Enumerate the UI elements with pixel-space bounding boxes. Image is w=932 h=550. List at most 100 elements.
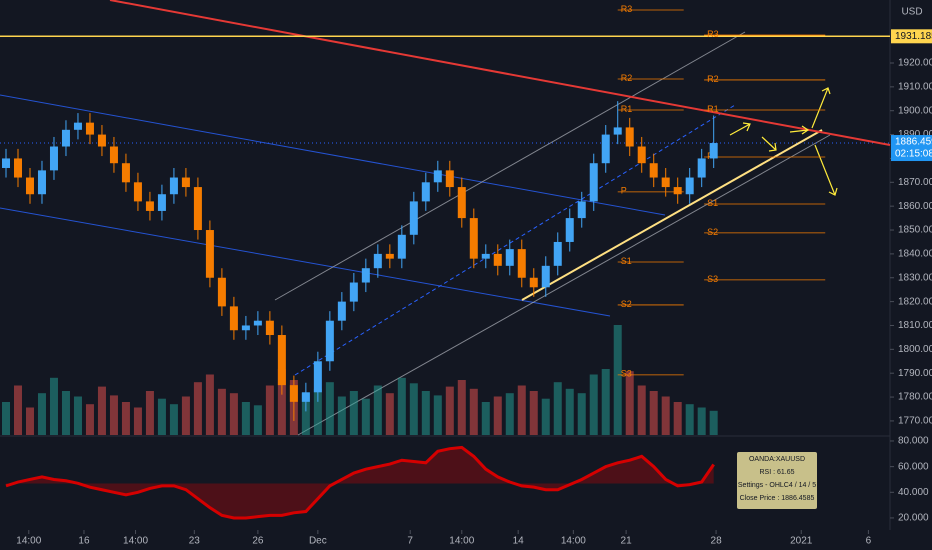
candle-body <box>157 194 166 211</box>
candle-body <box>337 301 346 321</box>
volume-bar <box>445 386 454 435</box>
volume-bar <box>193 382 202 435</box>
volume-bar <box>493 396 502 435</box>
x-tick-label: 14:00 <box>449 536 474 547</box>
volume-bar <box>349 391 358 435</box>
y-tick-label: 1770.000 <box>898 416 932 427</box>
pivot-label: P <box>621 186 627 196</box>
candle-body <box>709 143 718 159</box>
volume-bar <box>49 377 58 435</box>
volume-bar <box>265 385 274 435</box>
volume-bar <box>205 374 214 435</box>
info-text: OANDA:XAUUSD <box>749 456 805 463</box>
y-tick-label: 1840.000 <box>898 249 932 260</box>
volume-bar <box>109 395 118 435</box>
candle-body <box>301 392 310 402</box>
pivot-label: R3 <box>621 4 633 14</box>
volume-bar <box>61 391 70 435</box>
pivot-label: R1 <box>621 104 633 114</box>
volume-bar <box>301 393 310 435</box>
candle-body <box>325 320 334 362</box>
trend-line <box>109 0 891 146</box>
candle-body <box>265 320 274 336</box>
info-text: Close Price : 1886.4585 <box>740 495 815 502</box>
currency: USD <box>901 7 922 18</box>
price-label-box <box>891 135 932 162</box>
pivot-label: S1 <box>621 256 632 266</box>
pivot-label: S2 <box>707 227 718 237</box>
pivot-label: R2 <box>621 73 633 83</box>
candle-body <box>97 134 106 147</box>
candle-body <box>445 170 454 188</box>
candle-body <box>1 158 10 168</box>
y-tick-label: 1860.000 <box>898 201 932 212</box>
info-text: Settings - OHLC4 / 14 / 5 <box>738 482 816 489</box>
candle-body <box>349 282 358 302</box>
candle-body <box>649 163 658 178</box>
candle-body <box>685 177 694 195</box>
volume-bar <box>625 371 634 435</box>
candle-body <box>121 163 130 183</box>
volume-bar <box>409 383 418 435</box>
candle-body <box>289 385 298 402</box>
candle-body <box>13 158 22 178</box>
volume-bar <box>37 393 46 435</box>
candle-body <box>313 361 322 393</box>
volume-bar <box>649 391 658 435</box>
volume-bar <box>685 404 694 435</box>
x-tick-label: 14:00 <box>123 536 148 547</box>
volume-bar <box>577 393 586 435</box>
candle-body <box>109 146 118 164</box>
candle-body <box>181 177 190 188</box>
oscillator-line <box>5 445 715 520</box>
volume-bar <box>601 369 610 435</box>
candle-body <box>37 170 46 195</box>
candle-body <box>565 218 574 242</box>
volume-bar <box>421 391 430 435</box>
volume-bar <box>121 402 130 435</box>
candle-body <box>145 201 154 211</box>
info-text: RSI : 61.65 <box>759 469 794 476</box>
volume-bar <box>673 402 682 435</box>
candle-body <box>385 253 394 259</box>
candle-body <box>637 146 646 164</box>
volume-bar <box>529 391 538 435</box>
candle-body <box>73 122 82 130</box>
x-tick-label: 23 <box>189 536 201 547</box>
channel-line <box>297 134 831 436</box>
candle-body <box>169 177 178 195</box>
pivot-label: R2 <box>707 74 719 84</box>
candle-body <box>697 158 706 178</box>
pivot-label: R3 <box>707 29 719 39</box>
arrow <box>811 87 831 129</box>
pivot-label: S3 <box>621 369 632 379</box>
candle-body <box>409 201 418 235</box>
channel-midline <box>294 104 736 376</box>
candle-body <box>469 218 478 259</box>
oscillator-area <box>5 447 714 518</box>
volume-bar <box>85 404 94 435</box>
volume-bar <box>517 385 526 435</box>
y-tick-label: 1870.000 <box>898 177 932 188</box>
candle-body <box>85 122 94 135</box>
x-tick-label: 6 <box>866 536 872 547</box>
y-tick-label: 1850.000 <box>898 225 932 236</box>
x-tick-label: 28 <box>711 536 723 547</box>
volume-bar <box>13 385 22 435</box>
y-tick-label: 1800.000 <box>898 344 932 355</box>
candle-body <box>517 249 526 278</box>
trend-line <box>521 129 823 301</box>
arrow <box>761 136 777 152</box>
volume-bar <box>397 377 406 435</box>
volume-bar <box>25 407 34 435</box>
y-tick-label: 1790.000 <box>898 368 932 379</box>
volume-bar <box>277 369 286 435</box>
volume-bar <box>613 325 622 435</box>
pivot-label: S3 <box>707 274 718 284</box>
price-label: 1886.459 <box>895 137 932 148</box>
volume-bar <box>589 374 598 435</box>
y-tick-label: 40.000 <box>898 487 929 498</box>
volume-bar <box>253 405 262 435</box>
candle-body <box>505 249 514 266</box>
candle-body <box>457 187 466 219</box>
